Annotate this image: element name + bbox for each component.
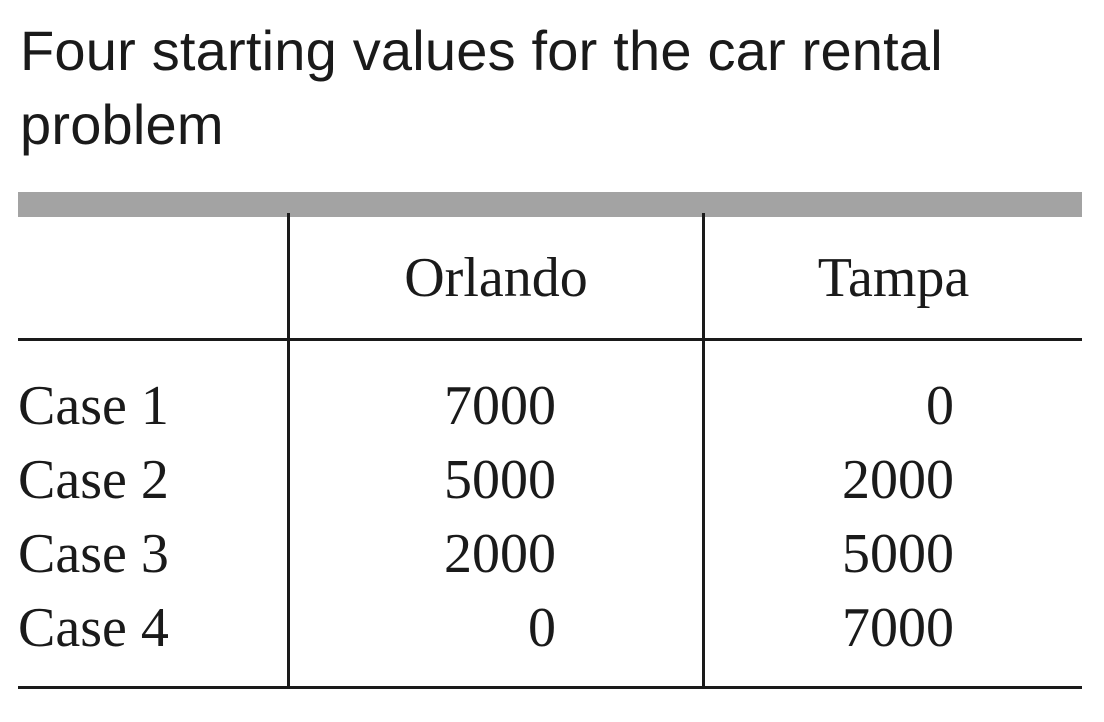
table-top-rule — [18, 192, 1082, 217]
header-separator — [18, 338, 1082, 341]
cell-case-1-tampa: 0 — [926, 375, 954, 437]
table-title: Four starting values for the car rental … — [20, 19, 943, 156]
cell-case-4-orlando: 0 — [528, 597, 556, 659]
cell-case-1-orlando: 7000 — [444, 375, 556, 437]
row-label-case-4: Case 4 — [18, 597, 169, 659]
cell-case-3-orlando: 2000 — [444, 523, 556, 585]
cell-case-2-orlando: 5000 — [444, 449, 556, 511]
row-label-case-1: Case 1 — [18, 375, 169, 437]
column-divider-1 — [287, 213, 290, 689]
column-divider-2 — [702, 213, 705, 689]
row-label-case-3: Case 3 — [18, 523, 169, 585]
column-header-tampa: Tampa — [817, 247, 970, 309]
table-bottom-rule — [18, 686, 1082, 689]
cell-case-2-tampa: 2000 — [842, 449, 954, 511]
cell-case-4-tampa: 7000 — [842, 597, 954, 659]
row-label-case-2: Case 2 — [18, 449, 169, 511]
cell-case-3-tampa: 5000 — [842, 523, 954, 585]
column-header-orlando: Orlando — [404, 247, 588, 309]
